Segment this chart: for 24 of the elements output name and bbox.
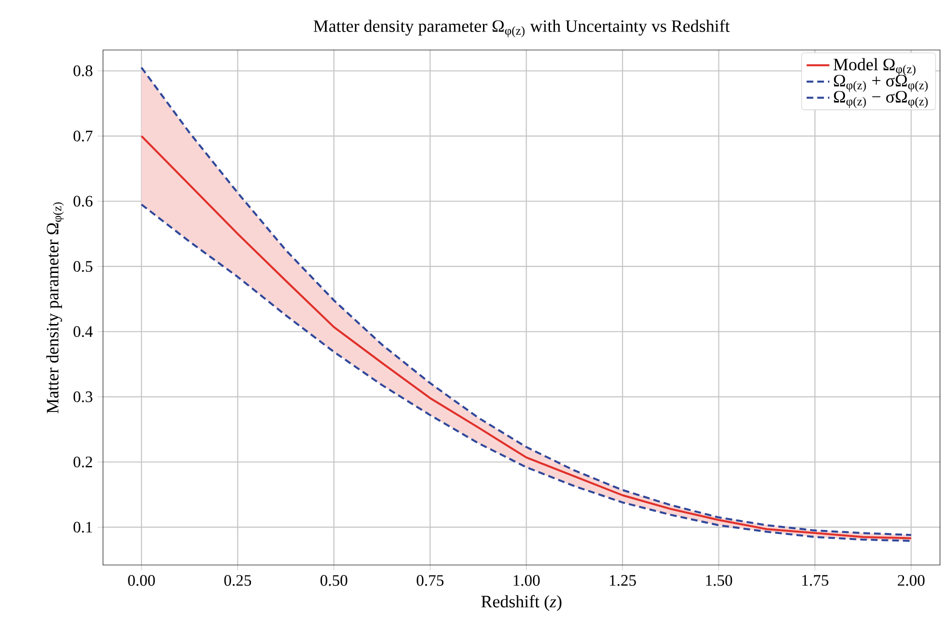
x-tick-label: 1.25	[610, 575, 636, 586]
legend-label: Ω$_{φ(z)}$ − σΩ$_{φ(z)}$	[834, 91, 928, 108]
x-tick-label: 0.00	[128, 575, 155, 586]
legend-label: Ω$_{φ(z)}$ + σΩ$_{φ(z)}$	[834, 74, 928, 92]
x-tick-label: 1.50	[706, 575, 732, 586]
y-tick-label: 0.7	[74, 130, 92, 142]
x-tick-label: 0.50	[320, 575, 348, 586]
line-series	[140, 203, 912, 542]
x-tick-label: 2.00	[898, 575, 925, 586]
x-tick-label: 0.25	[224, 575, 252, 586]
x-tick-label: 0.75	[416, 575, 444, 586]
y-tick-label: 0.8	[74, 65, 92, 76]
y-tick-label: 0.5	[74, 260, 92, 272]
y-tick-label: 0.3	[74, 391, 92, 402]
chart-title: Matter density parameter Ω$_{φ(z)}$ with Uncertainty vs Redshift	[314, 20, 730, 38]
y-axis-title: Matter density parameter Ω$_{φ(z)}$	[46, 202, 64, 414]
y-tick-label: 0.1	[74, 522, 92, 533]
x-tick-label: 1.00	[514, 575, 540, 586]
x-axis-title: Redshift (z)	[481, 595, 562, 611]
y-tick-label: 0.2	[74, 456, 92, 468]
y-tick-label: 0.4	[74, 326, 93, 338]
legend-label: Model Ω$_{φ(z)}$	[834, 58, 916, 76]
x-tick-label: 1.75	[802, 575, 828, 586]
y-tick-label: 0.6	[74, 196, 92, 207]
